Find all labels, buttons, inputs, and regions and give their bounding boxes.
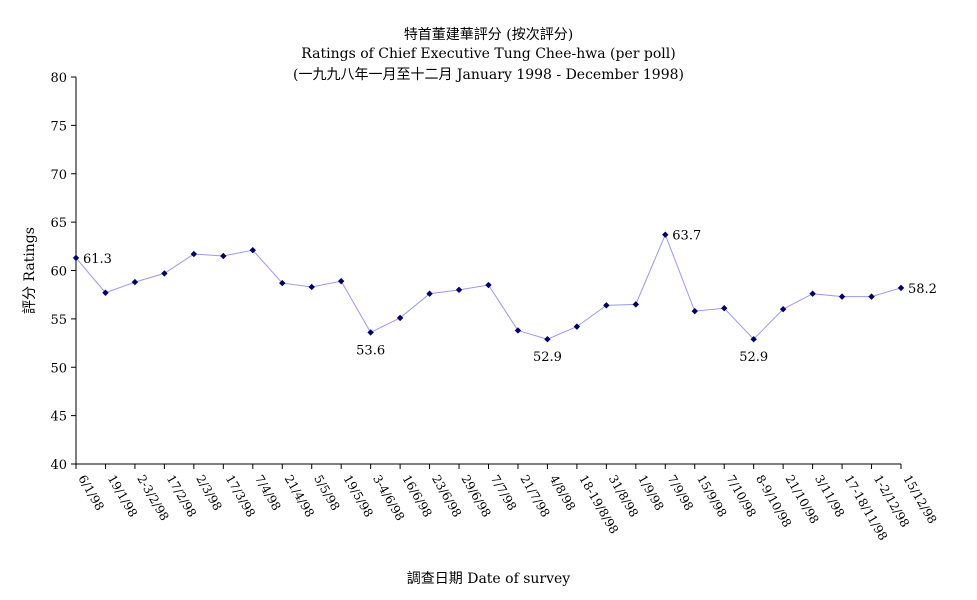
data-point [721, 305, 728, 312]
y-tick-label: 50 [50, 361, 67, 376]
data-point [544, 335, 551, 343]
data-point [190, 250, 198, 258]
data-point [750, 335, 757, 343]
x-tick-label: 2/3/98 [193, 473, 224, 513]
data-point [308, 283, 315, 291]
data-label: 63.7 [672, 229, 701, 244]
x-tick-label: 7/9/98 [665, 473, 696, 513]
data-point [514, 327, 522, 334]
data-point [809, 290, 816, 297]
data-point [662, 231, 669, 238]
y-tick-label: 65 [50, 216, 67, 231]
y-axis-label: 評分 Ratings [22, 227, 38, 314]
data-point [72, 254, 80, 262]
y-tick-label: 70 [50, 168, 67, 183]
data-point [396, 314, 404, 322]
y-axis-ticks: 40 45 50 55 60 65 70 75 80 [50, 71, 76, 473]
y-tick-label: 60 [50, 265, 67, 280]
data-label: 52.9 [739, 350, 768, 365]
data-point [367, 329, 374, 336]
x-tick-label: 4/8/98 [547, 473, 578, 513]
data-point [279, 279, 286, 287]
data-labels: 61.3 53.6 52.9 63.7 52.9 58.2 [83, 229, 937, 365]
chart-subtitle: Ratings of Chief Executive Tung Chee-hwa… [301, 46, 676, 62]
data-point [691, 307, 698, 315]
data-point [102, 289, 109, 296]
data-point [868, 293, 875, 300]
y-tick-label: 45 [50, 410, 67, 425]
data-point [131, 278, 139, 286]
data-label: 52.9 [533, 350, 562, 365]
x-tick-label: 6/1/98 [75, 473, 106, 513]
data-label: 58.2 [908, 282, 937, 297]
data-point [337, 277, 345, 285]
data-point [485, 281, 492, 289]
y-tick-label: 55 [50, 313, 67, 328]
x-axis-label: 調查日期 Date of survey [407, 571, 571, 587]
y-tick-label: 80 [50, 71, 67, 86]
axes [75, 77, 901, 465]
data-label: 53.6 [356, 343, 385, 358]
x-tick-label: 7/7/98 [488, 473, 519, 513]
data-point [161, 270, 168, 277]
data-point [573, 323, 581, 330]
x-axis-ticks: 6/1/9819/1/982-3/2/9817/2/982/3/9817/3/9… [75, 464, 939, 543]
data-point [426, 290, 433, 297]
data-label: 61.3 [83, 252, 112, 267]
x-tick-label: 7/4/98 [252, 473, 283, 513]
data-point [455, 286, 463, 294]
data-point [897, 284, 905, 292]
x-tick-label: 5/5/98 [311, 473, 342, 513]
series-layer [72, 231, 905, 343]
data-point [249, 246, 256, 254]
chart-title: 特首董建華評分 (按次評分) [403, 27, 574, 43]
data-point [779, 306, 787, 313]
chart-subtitle-period: (一九九八年一月至十二月 January 1998 - December 199… [293, 67, 684, 83]
x-tick-label: 1/9/98 [635, 473, 666, 513]
y-tick-label: 75 [50, 119, 67, 134]
y-tick-label: 40 [50, 458, 67, 473]
data-point [220, 252, 227, 260]
data-point [632, 301, 640, 308]
data-point [838, 293, 846, 300]
data-point [603, 302, 610, 309]
